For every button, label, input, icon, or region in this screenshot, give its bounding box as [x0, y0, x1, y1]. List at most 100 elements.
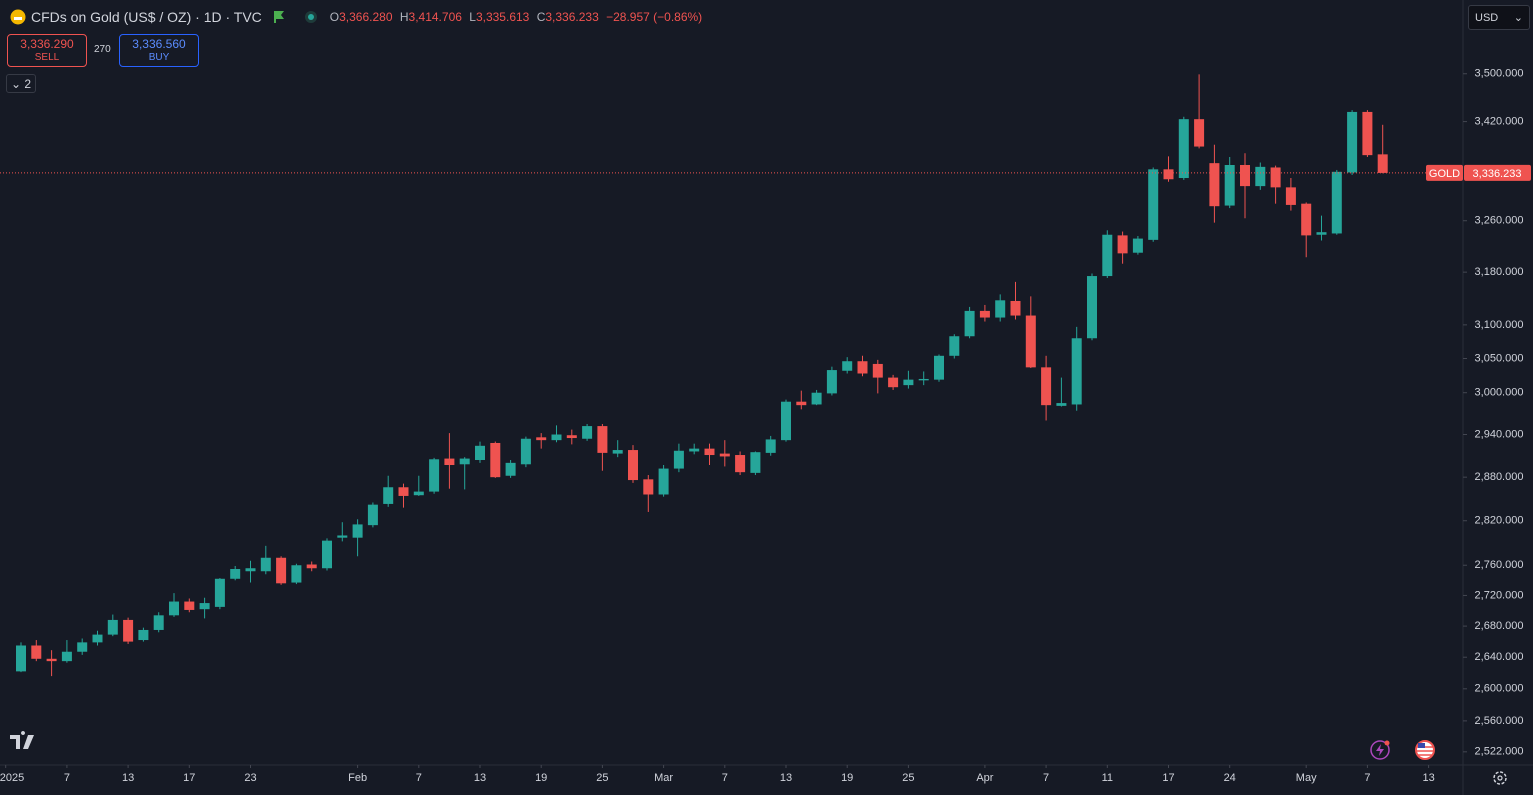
candle [857, 355, 868, 377]
candle-body [1347, 111, 1358, 173]
sell-price: 3,336.290 [20, 37, 74, 51]
y-tick-label: 3,000.000 [1475, 387, 1524, 399]
candle [1224, 156, 1235, 209]
x-tick-label: 13 [1422, 772, 1434, 784]
candle-body [1117, 235, 1128, 254]
candle-body [826, 370, 837, 394]
candle-body [475, 445, 485, 461]
candle [337, 522, 348, 542]
icon-bolt [1376, 744, 1384, 756]
candle-body [322, 540, 332, 569]
candle [826, 366, 837, 396]
y-tick-label: 2,560.000 [1475, 715, 1524, 727]
tradingview-logo [10, 731, 34, 749]
candle [199, 597, 210, 619]
candle-body [16, 645, 26, 672]
candle [429, 457, 440, 494]
candle-body [842, 361, 853, 371]
candle [1316, 215, 1327, 241]
candle [1087, 273, 1097, 341]
candle [1056, 377, 1067, 407]
candle-body [1285, 187, 1296, 205]
symbol-tag-bg [1426, 164, 1463, 181]
candle-body [1316, 232, 1327, 235]
candle-body [719, 453, 730, 457]
y-tick-label: 2,760.000 [1475, 559, 1524, 571]
candle-body [964, 310, 975, 337]
candle [842, 357, 853, 374]
candle [444, 433, 455, 489]
candle [872, 359, 883, 394]
x-tick-label: 19 [841, 772, 853, 784]
candle [1270, 165, 1281, 204]
candle [214, 578, 225, 610]
x-tick-label: Mar [654, 772, 673, 784]
candle-body [184, 601, 195, 610]
y-tick-label: 2,820.000 [1475, 515, 1524, 527]
candle [31, 640, 42, 662]
settings-icon[interactable] [1493, 771, 1507, 785]
candle-body [949, 336, 960, 356]
candle [1285, 178, 1296, 211]
symbol-icon [10, 9, 26, 25]
candle [1255, 162, 1266, 190]
currency-select[interactable]: USD ⌄ [1468, 5, 1530, 30]
candle [888, 374, 899, 390]
currency: USD [1475, 12, 1499, 24]
candle [566, 429, 577, 445]
market-status[interactable] [304, 10, 318, 24]
y-tick-label: 3,100.000 [1475, 319, 1524, 331]
candle [612, 440, 623, 458]
candle [673, 443, 684, 473]
ohlc-value: 3,414.706 [408, 10, 462, 24]
candle [107, 614, 118, 637]
candle [643, 475, 654, 512]
candle-body [123, 619, 134, 642]
candle-body [291, 565, 302, 583]
candle-body [934, 355, 944, 380]
candle [398, 483, 409, 508]
x-tick-label: Feb [348, 772, 367, 784]
sell-button[interactable]: 3,336.290 SELL [7, 34, 87, 67]
candle-body [92, 634, 103, 643]
buy-price: 3,336.560 [132, 37, 186, 51]
candle-body [245, 568, 256, 572]
candle-body [459, 458, 470, 465]
symbol-title[interactable]: CFDs on Gold (US$ / OZ) · 1D · TVC [31, 9, 262, 25]
flag-icon[interactable] [272, 10, 286, 24]
candle [260, 545, 271, 575]
candle [1194, 74, 1205, 149]
x-tick-label: 13 [474, 772, 486, 784]
indicators-toggle[interactable]: ⌄ 2 [6, 74, 36, 93]
candle-body [1194, 119, 1205, 147]
candle [520, 436, 531, 468]
candle-body [77, 642, 88, 652]
candle-body [1056, 403, 1067, 406]
y-tick-label: 2,522.000 [1475, 746, 1524, 758]
candle [918, 371, 929, 386]
y-tick-label: 2,640.000 [1475, 651, 1524, 663]
x-tick-label: 23 [244, 772, 256, 784]
candle-body [429, 459, 440, 492]
candle [1301, 202, 1312, 258]
buy-button[interactable]: 3,336.560 BUY [119, 34, 199, 67]
legend-header: CFDs on Gold (US$ / OZ) · 1D · TVC O3,36… [10, 7, 706, 27]
gear-outer [1493, 771, 1507, 785]
ohlc-value: 3,366.280 [339, 10, 393, 24]
candle-body [536, 437, 547, 441]
y-tick-label: 3,500.000 [1475, 68, 1524, 80]
candle-body [1331, 171, 1342, 234]
x-tick-label: 19 [535, 772, 547, 784]
last-price-tag-bg [1464, 164, 1531, 181]
last-price-tag: 3,336.233 [1473, 168, 1522, 180]
candle [949, 334, 960, 359]
candle-body [872, 363, 883, 378]
candle-body [230, 568, 241, 579]
candle-body [199, 603, 210, 610]
candle-body [214, 578, 225, 607]
indicators-count: 2 [24, 77, 32, 91]
candle [934, 354, 944, 382]
candle-body [444, 458, 455, 465]
candle [1209, 144, 1220, 223]
